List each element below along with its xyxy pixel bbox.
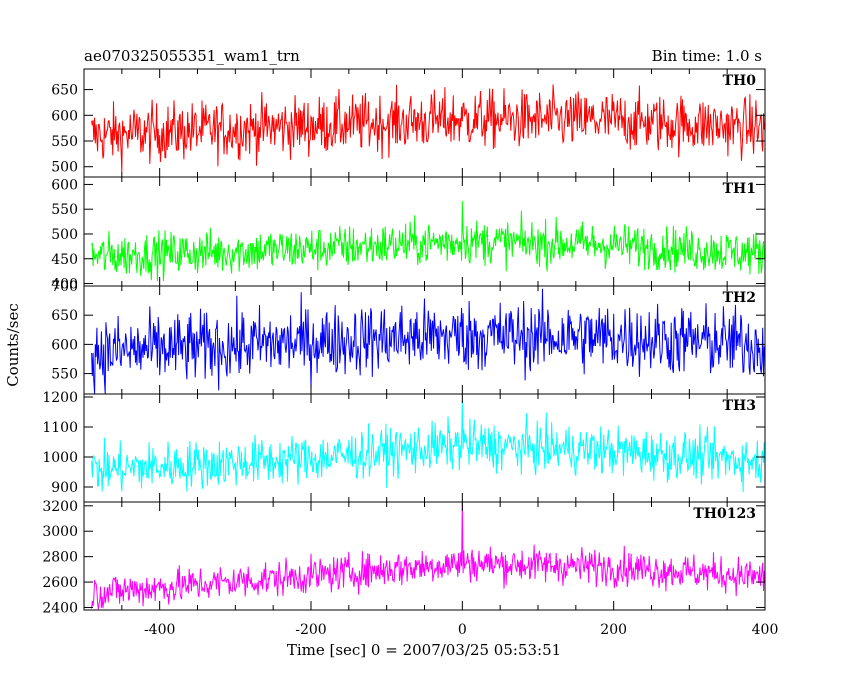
y-tick-label: 1100 (42, 420, 78, 436)
series-line-th0123 (91, 501, 766, 610)
y-tick-label: 550 (51, 367, 78, 383)
y-tick-label: 1200 (42, 390, 78, 406)
y-tick-label: 900 (51, 480, 78, 496)
plot-title: ae070325055351_wam1_trn (84, 47, 300, 65)
bin-time-label: Bin time: 1.0 s (652, 47, 762, 65)
x-tick-label: -200 (295, 622, 326, 638)
y-tick-label: 650 (51, 83, 78, 99)
panel-name-th1: TH1 (723, 181, 756, 197)
y-tick-label: 550 (51, 202, 78, 218)
y-tick-label: 2400 (42, 600, 78, 616)
y-tick-label: 3000 (42, 524, 78, 540)
panel-name-th2: TH2 (723, 290, 756, 306)
y-tick-label: 3200 (42, 499, 78, 515)
series-line-th3 (91, 400, 766, 493)
y-tick-label: 2600 (42, 575, 78, 591)
panel-frame-th0123 (83, 501, 766, 611)
panels-group: 500 550 600 650 TH0 400 450 500 550 600 TH1 550 600 6… (42, 68, 779, 638)
y-tick-label: 500 (51, 160, 78, 176)
x-tick-label: 200 (600, 622, 627, 638)
x-tick-label: -400 (144, 622, 175, 638)
panel-name-th3: TH3 (723, 398, 756, 414)
panel-frame-th1 (83, 176, 766, 287)
panel-name-th0: TH0 (723, 73, 757, 89)
x-tick-label: 400 (752, 622, 779, 638)
y-tick-label: 600 (51, 177, 78, 193)
y-tick-label: 600 (51, 108, 78, 124)
panel-name-th0123: TH0123 (693, 506, 756, 522)
y-tick-label: 600 (51, 337, 78, 353)
x-tick-label: 0 (458, 622, 467, 638)
x-axis-label: Time [sec] 0 = 2007/03/25 05:53:51 (287, 641, 561, 659)
series-line-th1 (91, 200, 766, 282)
y-tick-label: 550 (51, 134, 78, 150)
y-tick-label: 450 (51, 252, 78, 268)
y-tick-label: 400 (51, 277, 78, 293)
y-tick-label: 1000 (42, 450, 78, 466)
y-axis-label: Counts/sec (4, 303, 22, 387)
series-line-th0 (91, 84, 766, 173)
y-tick-label: 2800 (42, 550, 78, 566)
y-tick-label: 650 (51, 308, 78, 324)
y-tick-label: 500 (51, 227, 78, 243)
series-line-th2 (91, 288, 766, 395)
y-tick-label: 700 (51, 279, 78, 295)
